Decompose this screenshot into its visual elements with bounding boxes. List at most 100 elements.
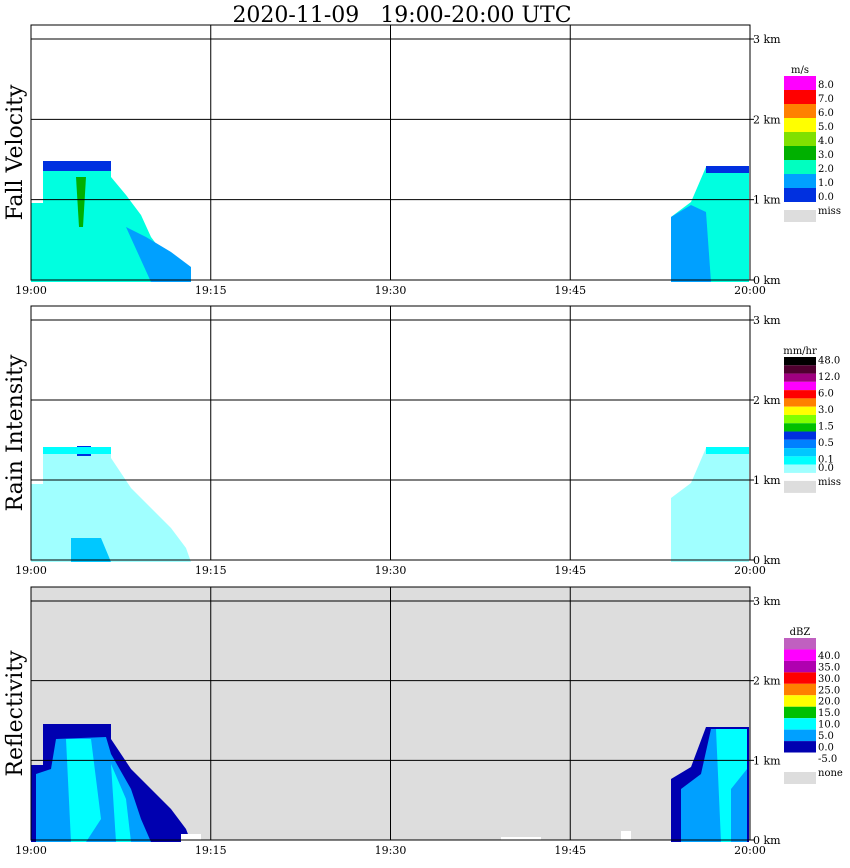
y-tick-label: 2 km: [753, 113, 781, 126]
legend-label: 20.0: [818, 697, 840, 708]
legend-swatch: [784, 706, 816, 719]
plot-frame: [30, 305, 751, 561]
legend-label: 0.5: [818, 438, 834, 449]
legend-swatch: [784, 188, 816, 202]
legend-swatch: [784, 741, 816, 753]
y-tick-label: 0 km: [753, 834, 781, 847]
precip-echo: [706, 166, 749, 173]
legend-swatch: [784, 439, 816, 449]
legend-label: 10.0: [818, 720, 840, 731]
legend-missing-swatch: [784, 772, 816, 784]
legend-unit: dBZ: [790, 627, 811, 638]
legend-unit: m/s: [791, 65, 809, 76]
legend-swatch: [784, 406, 816, 415]
legend-missing-label: none: [818, 768, 843, 779]
panel-2: 19:00 19:15 19:30 19:45 20:000 km 1 km 2 km 3 k…: [3, 586, 843, 857]
legend-swatch: [784, 431, 816, 440]
legend-swatch: [784, 90, 816, 104]
y-tick-label: 0 km: [753, 554, 781, 567]
x-tick-label: 19:15: [195, 284, 227, 297]
precip-echo: [181, 834, 201, 842]
legend-swatch: [784, 365, 816, 374]
precip-echo: [71, 538, 111, 562]
legend-swatch: [784, 390, 816, 399]
x-tick-label: 20:00: [734, 844, 766, 857]
y-tick-label: 3 km: [753, 314, 781, 327]
legend-missing-label: miss: [818, 477, 841, 488]
x-tick-label: 19:00: [15, 844, 47, 857]
precip-echo: [716, 729, 747, 842]
legend-swatch: [784, 695, 816, 707]
legend-unit: mm/hr: [783, 346, 817, 357]
y-tick-label: 3 km: [753, 33, 781, 46]
precip-echo: [621, 831, 631, 842]
legend-label: 40.0: [818, 651, 840, 662]
legend-swatch: [784, 718, 816, 730]
legend-label: 6.0: [818, 388, 834, 399]
legend-swatch: [784, 381, 816, 391]
legend-missing-label: miss: [818, 206, 841, 217]
legend-label: 1.5: [818, 422, 834, 433]
legend-label: 2.0: [818, 164, 834, 175]
legend-label: 5.0: [818, 122, 834, 133]
legend-swatch: [784, 104, 816, 118]
precip-echo: [31, 448, 191, 562]
legend-label: 3.0: [818, 405, 834, 416]
legend-label: 0.1: [818, 455, 834, 466]
legend-label: 48.0: [818, 355, 840, 366]
x-tick-label: 19:30: [375, 844, 407, 857]
legend-label: -5.0: [818, 754, 837, 765]
y-tick-label: 2 km: [753, 675, 781, 688]
precip-echo: [66, 739, 101, 842]
panel-1: 19:00 19:15 19:30 19:45 20:000 km 1 km 2 km 3 k…: [3, 305, 841, 577]
legend-missing-swatch: [784, 210, 816, 222]
legend-label: 12.0: [818, 372, 840, 383]
legend-swatch: [784, 448, 816, 457]
legend-label: 0.0: [818, 743, 834, 754]
legend-label: 4.0: [818, 136, 834, 147]
x-tick-label: 19:30: [375, 564, 407, 577]
x-tick-label: 19:15: [195, 844, 227, 857]
legend-label: 30.0: [818, 674, 840, 685]
legend-label: 1.0: [818, 178, 834, 189]
legend-swatch: [784, 464, 816, 473]
legend-label: 6.0: [818, 108, 834, 119]
x-tick-label: 19:45: [554, 284, 586, 297]
x-tick-label: 19:30: [375, 284, 407, 297]
y-tick-label: 2 km: [753, 394, 781, 407]
legend-swatch: [784, 414, 816, 424]
precip-echo: [43, 447, 111, 454]
panel-0: 19:00 19:15 19:30 19:45 20:000 km 1 km 2 km 3 k…: [3, 24, 841, 297]
precip-echo: [76, 177, 86, 227]
x-tick-label: 19:00: [15, 564, 47, 577]
x-tick-label: 20:00: [734, 284, 766, 297]
legend-label: 3.0: [818, 150, 834, 161]
precip-echo: [43, 161, 111, 171]
legend-label: 8.0: [818, 80, 834, 91]
precip-echo: [671, 448, 749, 562]
legend-swatch: [784, 638, 816, 650]
legend-swatch: [784, 160, 816, 174]
legend-label: 7.0: [818, 94, 834, 105]
x-tick-label: 20:00: [734, 564, 766, 577]
legend-label: 5.0: [818, 731, 834, 742]
legend-swatch: [784, 118, 816, 132]
precip-echo: [671, 205, 711, 282]
x-tick-label: 19:00: [15, 284, 47, 297]
legend-swatch: [784, 752, 816, 764]
legend-label: 25.0: [818, 685, 840, 696]
y-axis-label: Fall Velocity: [3, 84, 28, 220]
legend-label: 15.0: [818, 708, 840, 719]
precip-echo-layer: [31, 161, 749, 282]
x-tick-label: 19:45: [554, 844, 586, 857]
legend-label: 0.0: [818, 463, 834, 474]
y-tick-label: 1 km: [753, 474, 781, 487]
y-tick-label: 3 km: [753, 595, 781, 608]
y-axis-label: Rain Intensity: [3, 354, 28, 511]
precip-echo: [126, 227, 191, 282]
y-axis-label: Reflectivity: [3, 650, 28, 777]
legend-swatch: [784, 174, 816, 188]
legend-swatch: [784, 373, 816, 382]
legend-swatch: [784, 683, 816, 696]
